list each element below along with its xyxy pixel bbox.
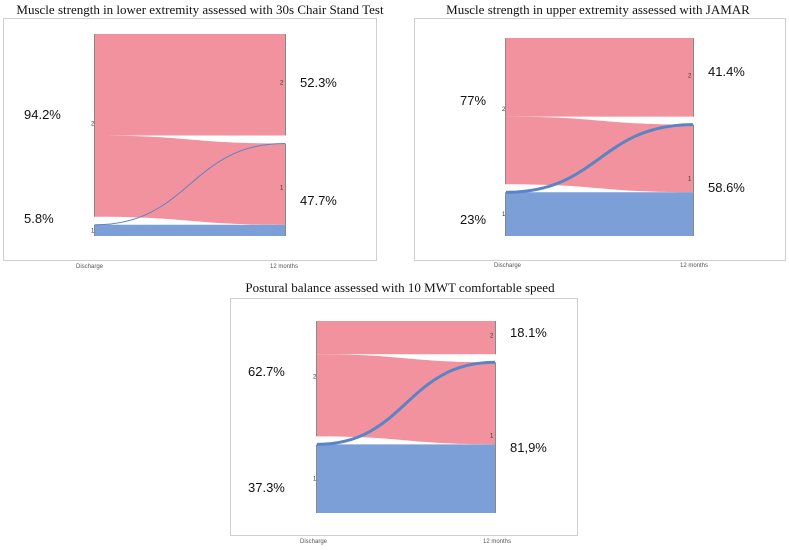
chart-3-right-label-1: 81,9%	[510, 440, 547, 455]
flow-2-to-1	[95, 135, 285, 225]
right-category-2-label: 2	[490, 334, 494, 340]
flow-1-to-1	[506, 192, 693, 236]
right-node-2	[285, 34, 286, 136]
left-node-2	[316, 321, 317, 437]
chart-1-right-label-1: 47.7%	[300, 193, 337, 208]
left-category-1-label: 1	[313, 477, 317, 483]
flow-1-to-1	[317, 444, 495, 513]
right-category-2-label: 2	[688, 73, 692, 79]
left-node-1	[316, 444, 317, 513]
right-category-1-label: 1	[280, 186, 284, 192]
flow-1-to-2-curve	[505, 123, 694, 194]
flow-2-to-1	[317, 354, 495, 445]
left-node-2	[505, 38, 506, 185]
right-category-2-label: 2	[280, 81, 284, 87]
right-category-1-label: 1	[688, 176, 692, 182]
left-category-1-label: 1	[91, 228, 95, 234]
right-node-1	[285, 143, 286, 236]
chart-2-right-label-1: 58.6%	[708, 180, 745, 195]
flow-2-to-1	[506, 116, 693, 193]
chart-3-left-label-1: 37.3%	[248, 480, 285, 495]
chart-2-left-label-1: 23%	[460, 212, 487, 227]
chart-2-x-label-discharge: Discharge	[494, 263, 522, 269]
chart-2-title: Muscle strength in upper extremity asses…	[446, 2, 750, 17]
flow-2-to-2	[95, 34, 285, 136]
left-category-2-label: 2	[313, 375, 317, 381]
chart-1-left-label-1: 5.8%	[24, 211, 54, 226]
chart-3-title: Postural balance assessed with 10 MWT co…	[245, 280, 555, 295]
left-node-2	[94, 34, 95, 217]
flow-2-to-2	[506, 38, 693, 117]
chart-3-left-label-2: 62.7%	[248, 364, 285, 379]
right-node-1	[693, 124, 694, 236]
chart-2-x-label-12months: 12 months	[680, 263, 709, 269]
right-category-1-label: 1	[490, 434, 494, 440]
chart-1-x-label-12months: 12 months	[270, 264, 299, 270]
left-category-2-label: 2	[502, 107, 506, 113]
chart-1-x-label-discharge: Discharge	[76, 264, 104, 270]
chart-1-left-label-2: 94.2%	[24, 107, 61, 122]
left-node-1	[94, 224, 95, 236]
chart-1-right-label-2: 52.3%	[300, 75, 337, 90]
chart-1-title: Muscle strength in lower extremity asses…	[16, 2, 384, 17]
chart-3-x-label-discharge: Discharge	[300, 539, 328, 545]
right-node-2	[495, 321, 496, 355]
chart-3-right-label-2: 18.1%	[510, 325, 547, 340]
left-category-1-label: 1	[502, 212, 506, 218]
chart-3-x-label-12months: 12 months	[483, 539, 512, 545]
flow-1-to-2-curve	[316, 360, 496, 446]
left-node-1	[505, 192, 506, 236]
flow-1-to-2-curve	[94, 142, 286, 226]
left-category-2-label: 2	[91, 121, 95, 127]
right-node-1	[495, 362, 496, 513]
flow-1-to-1	[95, 224, 285, 236]
chart-2-right-label-2: 41.4%	[708, 64, 745, 79]
right-node-2	[693, 38, 694, 117]
flow-2-to-2	[317, 321, 495, 355]
chart-2-left-label-2: 77%	[460, 93, 487, 108]
